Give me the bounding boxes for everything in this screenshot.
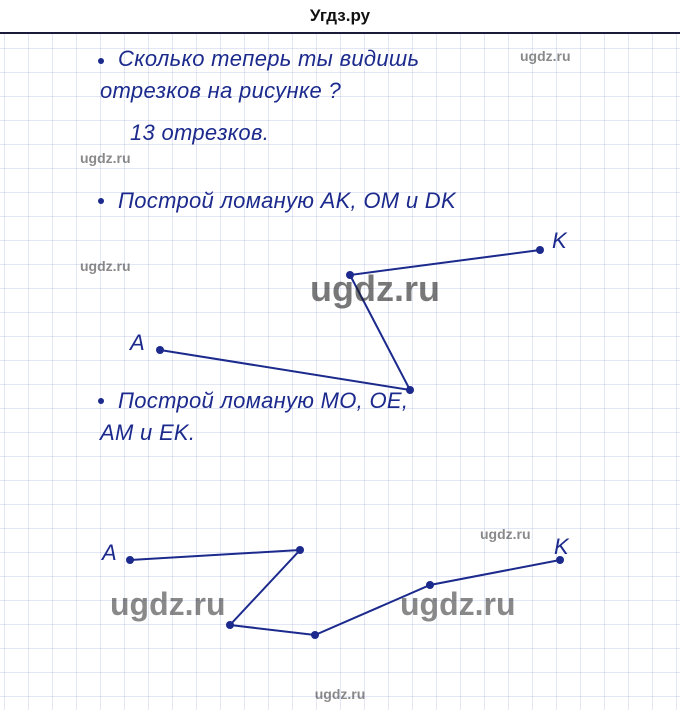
answer-1: 13 отрезков. (130, 118, 269, 148)
point-label-a2: А (102, 540, 117, 566)
footer-watermark: ugdz.ru (0, 686, 680, 702)
bullet (98, 398, 104, 404)
point-label-a1: А (130, 330, 145, 356)
question-3-line-2: АM и EK. (100, 418, 195, 448)
bullet (98, 198, 104, 204)
question-2: Построй ломаную АK, OM и DK (118, 186, 456, 216)
bullet (98, 58, 104, 64)
question-1-line-2: отрезков на рисунке ? (100, 76, 341, 106)
diagram-1 (110, 220, 610, 410)
question-1-line-1: Сколько теперь ты видишь (118, 44, 419, 74)
page-header: Угдз.ру (0, 0, 680, 34)
point-label-k1: K (552, 228, 567, 254)
point-label-k2: K (554, 534, 569, 560)
header-title: Угдз.ру (310, 6, 370, 26)
